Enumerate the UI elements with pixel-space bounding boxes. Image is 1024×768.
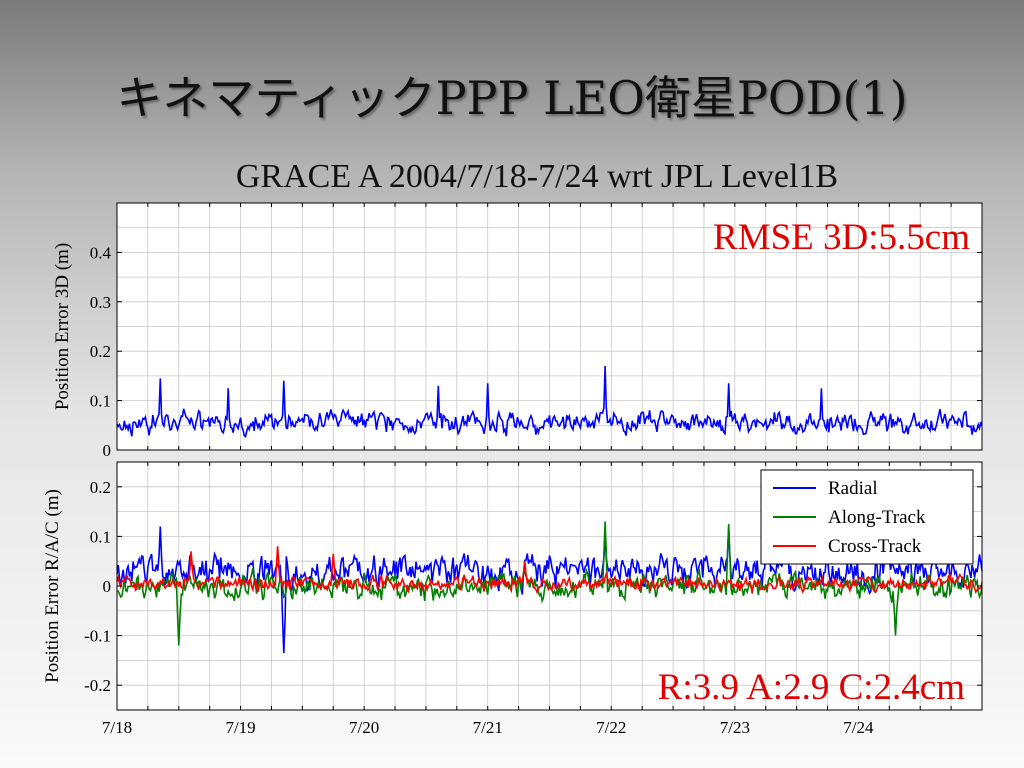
y-axis-title: Position Error R/A/C (m)	[42, 489, 63, 683]
rmse-annotation: RMSE 3D:5.5cm	[713, 217, 970, 258]
x-tick-label: 7/18	[102, 718, 132, 737]
slide-title: キネマティックPPP LEO衛星POD(1)	[116, 71, 908, 125]
plot-panel-1: 0 0.1 0.2 0.3 0.4 Position Error 3D (m) RMSE 3…	[52, 202, 983, 460]
chart-subtitle: GRACE A 2004/7/18-7/24 wrt JPL Level1B	[235, 158, 839, 195]
x-tick-label: 7/21	[473, 718, 503, 737]
y-axis-title: Position Error 3D (m)	[52, 243, 73, 410]
legend-label-radial: Radial	[828, 478, 878, 499]
x-tick-label: 7/20	[349, 718, 379, 737]
legend-label-along-track: Along-Track	[828, 507, 926, 528]
x-tick-label: 7/19	[225, 718, 255, 737]
y-tick-label: -0.1	[84, 627, 111, 646]
y-tick-label: 0.2	[90, 342, 111, 361]
series-line-radial	[116, 526, 983, 654]
y-tick-label: 0.1	[90, 392, 111, 411]
y-tick-label: 0.3	[90, 293, 111, 312]
legend: Radial Along-Track Cross-Track	[760, 469, 974, 565]
y-tick-label: 0	[103, 441, 112, 460]
y-tick-label: 0.4	[90, 243, 112, 262]
series-line-cross-track	[116, 546, 983, 595]
y-tick-label: 0.1	[90, 527, 111, 546]
y-tick-label: -0.2	[84, 676, 111, 695]
x-tick-label: 7/23	[720, 718, 750, 737]
legend-label-cross-track: Cross-Track	[828, 536, 922, 557]
plot-panel-2: 0.2 0.1 0 -0.1 -0.2 Position Error R/A/C (m) R…	[42, 461, 983, 737]
component-rmse-annotation: R:3.9 A:2.9 C:2.4cm	[658, 667, 966, 708]
y-tick-label: 0	[103, 577, 112, 596]
y-tick-label: 0.2	[90, 478, 111, 497]
x-tick-label: 7/22	[596, 718, 626, 737]
series-line-3d-error	[116, 365, 983, 438]
series-line-along-track	[116, 521, 983, 646]
x-tick-label: 7/24	[843, 718, 874, 737]
